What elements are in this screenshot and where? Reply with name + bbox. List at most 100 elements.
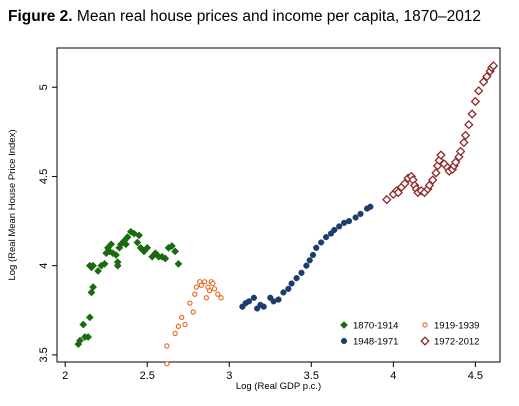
data-point	[309, 251, 317, 259]
figure-label: Figure 2.	[8, 8, 73, 25]
legend-label: 1972-2012	[434, 337, 479, 348]
y-tick-label: 4	[38, 263, 50, 269]
data-point	[121, 240, 130, 249]
data-point	[431, 168, 441, 178]
plot-frame	[56, 47, 501, 363]
x-axis: 2 2.5 3 3.5 4 4.5	[62, 362, 483, 382]
data-point	[94, 267, 102, 275]
data-point	[382, 194, 392, 205]
data-point	[87, 263, 96, 272]
data-point	[488, 61, 499, 71]
x-tick-label: 3.5	[304, 370, 319, 382]
figure-title: Figure 2. Mean real house prices and inc…	[8, 8, 481, 26]
data-point	[167, 242, 176, 250]
data-point	[100, 259, 109, 268]
y-axis: 3.5 4 4.5 5	[38, 84, 57, 363]
data-point	[460, 130, 471, 141]
data-point	[318, 239, 325, 246]
data-point	[478, 77, 489, 87]
data-point	[133, 238, 142, 247]
legend-marker	[340, 337, 348, 345]
data-point	[112, 251, 121, 259]
data-point	[293, 275, 300, 282]
legend-label: 1919-1939	[434, 321, 479, 332]
data-point	[211, 286, 218, 292]
data-point	[161, 254, 170, 263]
data-point	[172, 330, 178, 337]
data-point	[345, 217, 353, 225]
data-point	[459, 137, 469, 148]
data-point	[171, 247, 180, 256]
data-point	[367, 203, 374, 210]
data-point	[76, 336, 84, 345]
x-tick-label: 4.5	[468, 370, 483, 382]
x-tick-label: 2.5	[140, 370, 155, 382]
data-point	[393, 187, 403, 198]
data-point	[203, 295, 209, 301]
data-point	[473, 86, 484, 96]
data-point	[174, 259, 183, 268]
data-point	[280, 289, 287, 296]
data-point	[428, 175, 438, 185]
y-tick-label: 3.5	[38, 347, 50, 362]
legend-marker	[420, 336, 430, 346]
series-1948-1971	[239, 203, 374, 312]
y-axis-title: Log (Real Mean House Price Index)	[7, 129, 18, 280]
data-point	[250, 294, 257, 301]
x-axis-title: Log (Real GDP p.c.)	[236, 381, 321, 392]
data-point	[357, 210, 364, 218]
data-point	[164, 343, 170, 349]
data-point	[331, 226, 338, 234]
data-point	[190, 309, 196, 315]
data-point	[322, 234, 330, 241]
data-point	[313, 244, 320, 251]
data-point	[455, 146, 466, 157]
data-point	[464, 119, 474, 130]
data-point	[424, 180, 435, 191]
data-point	[79, 320, 88, 329]
data-point	[202, 279, 208, 285]
legend-marker	[340, 321, 348, 329]
data-point	[288, 280, 295, 287]
data-point	[260, 303, 267, 310]
y-tick-label: 5	[38, 84, 50, 90]
data-point	[135, 231, 143, 240]
legend: 1870-1914 1919-1939 1948-1971 1972-2012	[340, 321, 479, 348]
data-point	[298, 269, 305, 276]
data-point	[306, 257, 313, 264]
data-point	[467, 109, 477, 119]
data-point	[198, 282, 205, 288]
data-point	[454, 152, 464, 162]
data-point	[218, 295, 224, 301]
data-point	[182, 321, 188, 328]
data-point	[275, 296, 282, 303]
figure-caption: Mean real house prices and income per ca…	[76, 8, 482, 25]
data-point	[175, 323, 182, 329]
data-point	[89, 283, 98, 292]
legend-marker	[422, 322, 428, 328]
data-point	[192, 291, 198, 297]
data-point	[352, 214, 359, 221]
data-point	[193, 284, 200, 290]
data-points	[74, 61, 499, 367]
data-point	[123, 233, 132, 242]
data-point	[400, 178, 410, 189]
data-point	[179, 314, 185, 321]
legend-label: 1870-1914	[353, 321, 398, 332]
data-point	[84, 333, 93, 341]
x-tick-label: 3	[226, 370, 232, 382]
data-point	[336, 223, 343, 230]
data-point	[450, 157, 461, 167]
x-tick-label: 2	[62, 370, 68, 382]
data-point	[215, 291, 221, 297]
data-point	[143, 243, 152, 252]
data-point	[303, 262, 310, 269]
data-point	[113, 261, 122, 270]
series-1972-2012	[382, 61, 499, 205]
series-1870-1914	[74, 227, 183, 349]
series-1919-1939	[164, 279, 224, 367]
y-tick-label: 4.5	[38, 169, 50, 184]
data-point	[482, 71, 492, 82]
data-point	[470, 96, 481, 107]
